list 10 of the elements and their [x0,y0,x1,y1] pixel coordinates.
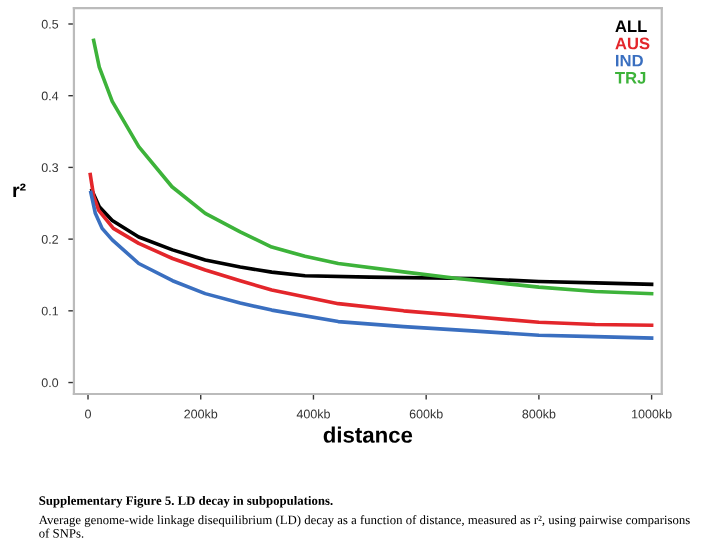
line-series [91,38,654,296]
text: AUS [615,37,650,50]
line-series [90,188,654,287]
text: TRJ [615,72,646,84]
text: IND [616,54,643,67]
x-axis-title: distance [323,426,413,443]
line-series [88,172,654,327]
y-axis-title: r² [13,183,26,198]
line-series [89,190,654,340]
text: ALL [615,20,647,32]
